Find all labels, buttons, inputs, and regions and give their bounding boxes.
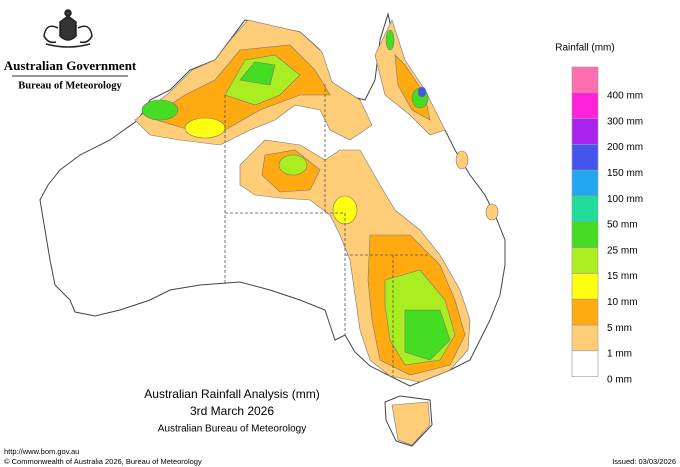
legend-swatch [571, 221, 599, 248]
legend-title: Rainfall (mm) [555, 43, 614, 54]
legend-label: 1 mm [607, 349, 632, 360]
rainfall-areas [134, 19, 499, 446]
legend: 400 mm 300 mm 200 mm 150 mm 100 mm 50 mm 25 mm… [571, 66, 643, 385]
footer-issued: Issued: 03/03/2026 [612, 457, 676, 466]
map-title-line: Australian Bureau of Meteorology [158, 424, 306, 435]
legend-label: 100 mm [607, 194, 643, 205]
legend-swatch [571, 66, 599, 94]
legend-label: 400 mm [607, 91, 643, 102]
legend-swatch [571, 144, 599, 171]
legend-swatch [571, 118, 599, 145]
legend-swatch [571, 247, 599, 274]
legend-swatch [571, 350, 599, 377]
legend-swatch [571, 324, 599, 352]
legend-swatch [571, 273, 599, 300]
footer-url: http://www.bom.gov.au [4, 447, 79, 456]
legend-label: 25 mm [607, 245, 638, 256]
map-title-line: Australian Rainfall Analysis (mm) [144, 387, 319, 401]
legend-swatch [571, 92, 599, 119]
map-title: Australian Rainfall Analysis (mm) 3rd Mar… [144, 387, 319, 434]
legend-label: 10 mm [607, 297, 638, 308]
state-borders [224, 84, 430, 376]
legend-label: 50 mm [607, 220, 638, 231]
legend-label: 5 mm [607, 323, 632, 334]
legend-label: 0 mm [607, 374, 632, 385]
government-name: Australian Government [4, 58, 137, 73]
coat-of-arms [43, 9, 93, 48]
footer-copyright: © Commonwealth of Australia 2026, Bureau… [4, 457, 202, 466]
legend-swatch [571, 195, 599, 223]
legend-label: 150 mm [607, 168, 643, 179]
legend-label: 300 mm [607, 116, 643, 127]
legend-label: 15 mm [607, 271, 638, 282]
legend-swatch [571, 169, 599, 197]
bureau-name: Bureau of Meteorology [18, 80, 122, 91]
map-title-line: 3rd March 2026 [190, 404, 274, 418]
legend-label: 200 mm [607, 142, 643, 153]
legend-swatch [571, 298, 599, 326]
